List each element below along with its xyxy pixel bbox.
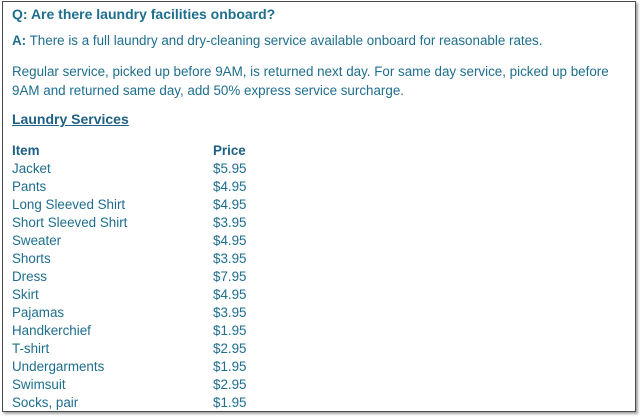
row-item: T-shirt	[12, 341, 50, 356]
faq-answer: A: There is a full laundry and dry-clean…	[12, 33, 542, 48]
row-price: $1.95	[213, 323, 247, 338]
row-price: $2.95	[213, 377, 247, 392]
row-price: $2.95	[213, 341, 247, 356]
row-item: Handkerchief	[12, 323, 91, 338]
row-item: Sweater	[12, 233, 62, 248]
question-prefix: Q:	[12, 6, 28, 22]
row-price: $3.95	[213, 251, 247, 266]
row-item: Socks, pair	[12, 395, 79, 410]
row-price: $7.95	[213, 269, 247, 284]
row-item: Shorts	[12, 251, 51, 266]
header-price: Price	[213, 143, 246, 158]
question-text: Are there laundry facilities onboard?	[30, 6, 276, 22]
laundry-services-title: Laundry Services	[12, 111, 129, 127]
row-price: $4.95	[213, 197, 247, 212]
row-item: Long Sleeved Shirt	[12, 197, 126, 212]
answer-text: There is a full laundry and dry-cleaning…	[29, 33, 543, 48]
faq-panel: Q: Are there laundry facilities onboard?…	[2, 1, 636, 412]
row-price: $3.95	[213, 305, 247, 320]
row-item: Skirt	[12, 287, 39, 302]
answer-prefix: A:	[12, 33, 27, 48]
row-item: Dress	[12, 269, 47, 284]
row-price: $3.95	[213, 215, 247, 230]
row-item: Pajamas	[12, 305, 65, 320]
row-item: Jacket	[12, 161, 51, 176]
header-item: Item	[12, 143, 40, 158]
row-price: $4.95	[213, 179, 247, 194]
row-item: Swimsuit	[12, 377, 66, 392]
row-price: $5.95	[213, 161, 247, 176]
faq-question: Q: Are there laundry facilities onboard?	[12, 6, 275, 22]
row-item: Undergarments	[12, 359, 105, 374]
row-price: $1.95	[213, 359, 247, 374]
row-price: $4.95	[213, 233, 247, 248]
row-price: $1.95	[213, 395, 247, 410]
row-item: Pants	[12, 179, 47, 194]
service-paragraph: Regular service, picked up before 9AM, i…	[12, 64, 609, 98]
row-price: $4.95	[213, 287, 247, 302]
row-item: Short Sleeved Shirt	[12, 215, 128, 230]
